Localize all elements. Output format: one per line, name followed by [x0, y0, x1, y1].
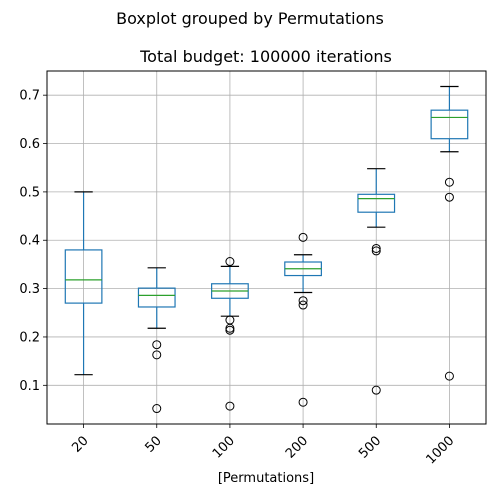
outlier-point — [371, 243, 381, 253]
y-tick-label: 0.5 — [19, 185, 40, 200]
box-iqr — [430, 109, 469, 140]
x-tick-label: 100 — [210, 433, 238, 461]
x-tick-label: 20 — [69, 433, 91, 455]
x-axis-label: [Permutations] — [218, 471, 314, 486]
x-tick-label: 1000 — [423, 433, 457, 467]
y-axis-ticks: 0.1 0.2 0.3 0.4 0.5 0.6 0.7 — [19, 89, 47, 394]
y-tick-label: 0.7 — [19, 89, 40, 104]
outlier-point — [444, 371, 454, 381]
box-500 — [357, 168, 396, 395]
outlier-point — [371, 246, 381, 256]
box-group — [64, 85, 469, 414]
outlier-point — [152, 404, 162, 414]
y-tick-label: 0.2 — [19, 330, 40, 345]
figure-suptitle: Boxplot grouped by Permutations — [116, 9, 384, 28]
grid-lines — [47, 71, 486, 424]
plot-frame — [46, 70, 487, 425]
outlier-point — [225, 401, 235, 411]
x-tick-label: 200 — [283, 433, 311, 461]
y-tick-label: 0.3 — [19, 282, 40, 297]
box-iqr — [137, 287, 176, 308]
outlier-point — [152, 350, 162, 360]
y-tick-label: 0.6 — [19, 137, 40, 152]
x-tick-label: 500 — [356, 433, 384, 461]
y-tick-label: 0.1 — [19, 379, 40, 394]
x-axis-ticks: 20 50 100 200 500 1000 — [69, 424, 457, 467]
axes-title: Total budget: 100000 iterations — [139, 47, 392, 66]
outlier-point — [298, 232, 308, 242]
outlier-point — [298, 296, 308, 306]
box-50 — [137, 267, 176, 414]
box-100 — [211, 257, 249, 411]
outlier-point — [225, 257, 235, 267]
outlier-point — [444, 177, 454, 187]
box-20 — [64, 191, 103, 376]
x-tick-label: 50 — [142, 433, 164, 455]
outlier-point — [444, 192, 454, 202]
box-200 — [284, 232, 322, 407]
outlier-point — [225, 325, 235, 335]
box-iqr — [357, 193, 396, 213]
box-1000 — [430, 85, 469, 381]
y-tick-label: 0.4 — [19, 234, 40, 249]
outlier-point — [298, 397, 308, 407]
outlier-point — [298, 300, 308, 310]
box-iqr — [64, 249, 103, 304]
outlier-point — [152, 340, 162, 350]
outlier-point — [371, 385, 381, 395]
